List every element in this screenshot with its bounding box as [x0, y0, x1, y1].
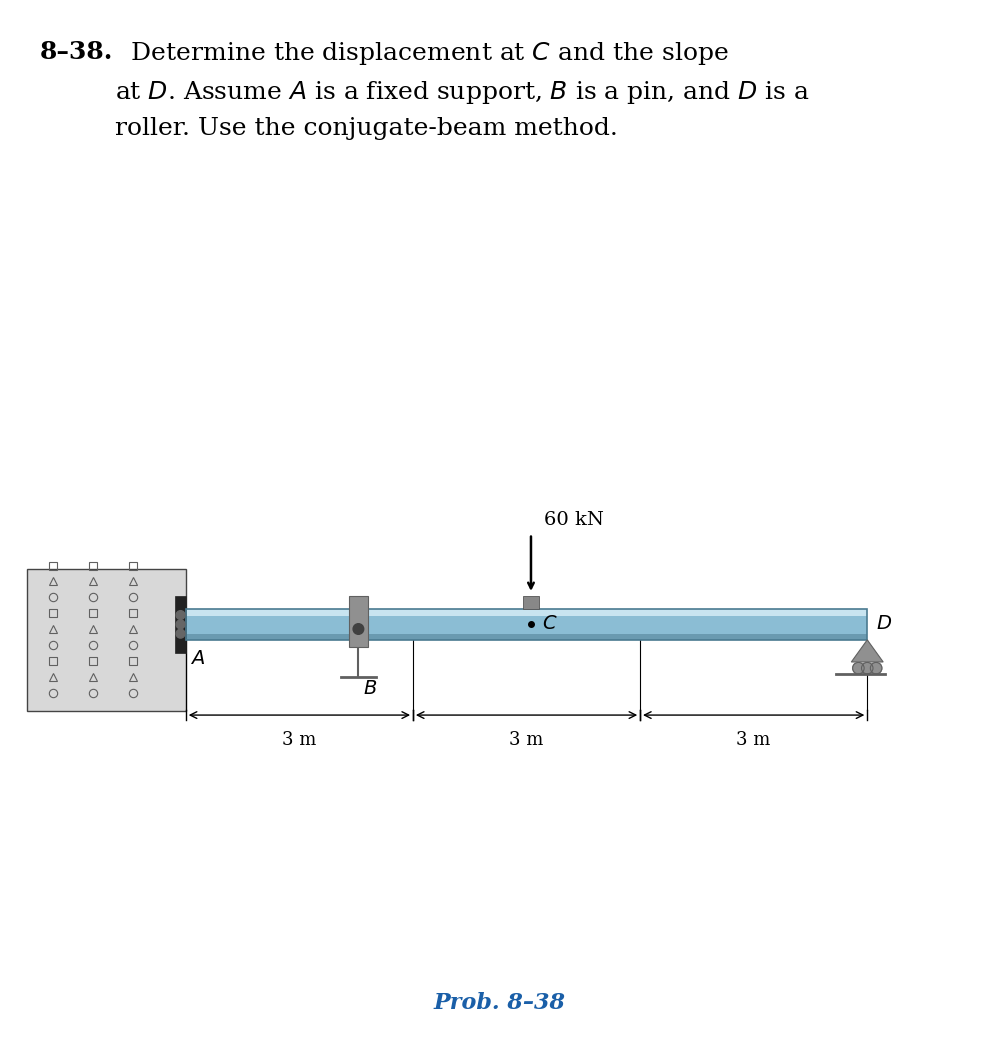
- Text: $C$: $C$: [542, 616, 557, 633]
- Text: 3 m: 3 m: [736, 732, 771, 749]
- Polygon shape: [851, 640, 883, 661]
- Circle shape: [862, 663, 873, 674]
- Bar: [186, 634, 867, 640]
- Bar: [27, 570, 186, 711]
- Bar: [186, 609, 867, 616]
- Bar: [186, 616, 867, 634]
- Circle shape: [176, 620, 185, 629]
- Circle shape: [853, 663, 864, 674]
- Circle shape: [870, 663, 882, 674]
- Bar: [349, 597, 368, 647]
- Text: $B$: $B$: [363, 679, 377, 698]
- Bar: [186, 609, 867, 640]
- Text: 3 m: 3 m: [282, 732, 317, 749]
- Text: 3 m: 3 m: [509, 732, 544, 749]
- Bar: [523, 596, 539, 609]
- Circle shape: [176, 610, 185, 620]
- Circle shape: [176, 629, 185, 638]
- Text: $A$: $A$: [190, 650, 205, 669]
- Text: 60 kN: 60 kN: [544, 511, 604, 529]
- Text: $D$: $D$: [876, 616, 892, 633]
- Text: Prob. 8–38: Prob. 8–38: [434, 992, 566, 1015]
- Circle shape: [353, 624, 364, 634]
- Bar: [175, 596, 186, 653]
- Text: Determine the displacement at $C$ and the slope
at $D$. Assume $A$ is a fixed su: Determine the displacement at $C$ and th…: [115, 40, 810, 140]
- Text: 8–38.: 8–38.: [40, 40, 113, 64]
